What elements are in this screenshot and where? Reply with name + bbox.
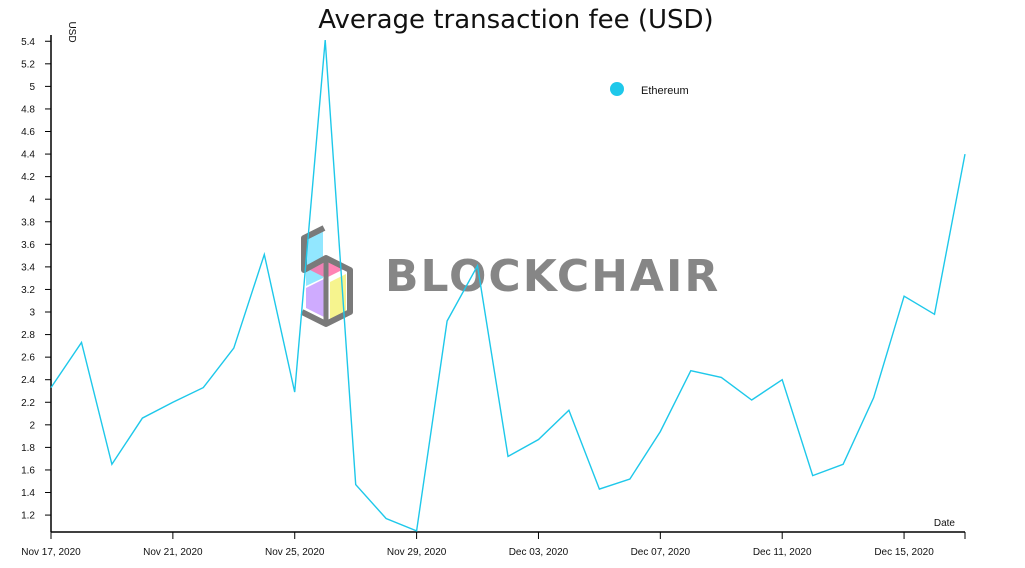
y-tick-label: 3 <box>29 308 35 319</box>
legend: Ethereum <box>610 82 689 97</box>
x-tick-label: Dec 11, 2020 <box>753 547 812 558</box>
y-tick-label: 3.2 <box>21 285 35 296</box>
x-tick-label: Dec 15, 2020 <box>874 547 934 558</box>
y-tick-label: 4 <box>29 195 35 206</box>
legend-label-ethereum: Ethereum <box>641 85 689 97</box>
y-tick-label: 3.8 <box>21 217 35 228</box>
y-tick-label: 2 <box>29 420 35 431</box>
y-tick-label: 1.2 <box>21 511 35 522</box>
x-tick-label: Nov 25, 2020 <box>265 547 325 558</box>
y-tick-label: 1.4 <box>21 488 35 499</box>
y-tick-label: 2.4 <box>21 375 35 386</box>
y-tick-label: 2.6 <box>21 353 35 364</box>
x-tick-label: Dec 03, 2020 <box>509 547 569 558</box>
x-tick-label: Nov 21, 2020 <box>143 547 203 558</box>
blockchair-logo-icon <box>300 225 353 327</box>
watermark: BLOCKCHAIR <box>300 225 720 327</box>
y-tick-label: 1.6 <box>21 465 35 476</box>
y-tick-label: 4.2 <box>21 172 35 183</box>
series-layer <box>50 40 966 532</box>
axes: 1.2 1.4 1.6 1.8 2 2.2 2.4 2.6 2.8 3 3.2 3.4 3.6 3.8 4 4… <box>21 35 966 558</box>
series-line-ethereum <box>50 40 966 532</box>
x-tick-label: Nov 17, 2020 <box>21 547 81 558</box>
y-axis-title: USD <box>66 21 77 42</box>
y-tick-label: 3.4 <box>21 262 35 273</box>
legend-marker-ethereum <box>610 82 624 96</box>
y-tick-label: 3.6 <box>21 240 35 251</box>
y-tick-label: 2.2 <box>21 398 35 409</box>
y-tick-label: 4.4 <box>21 150 35 161</box>
x-tick-label: Nov 29, 2020 <box>387 547 447 558</box>
chart-title: Average transaction fee (USD) <box>318 5 713 35</box>
y-tick-label: 4.8 <box>21 104 35 115</box>
y-tick-label: 5.2 <box>21 59 35 70</box>
y-tick-label: 4.6 <box>21 127 35 138</box>
y-tick-label: 2.8 <box>21 330 35 341</box>
watermark-text: BLOCKCHAIR <box>385 251 720 302</box>
x-tick-label: Dec 07, 2020 <box>631 547 691 558</box>
y-tick-label: 5 <box>29 82 35 93</box>
y-tick-label: 1.8 <box>21 443 35 454</box>
x-axis-title: Date <box>934 518 956 529</box>
y-tick-label: 5.4 <box>21 37 35 48</box>
